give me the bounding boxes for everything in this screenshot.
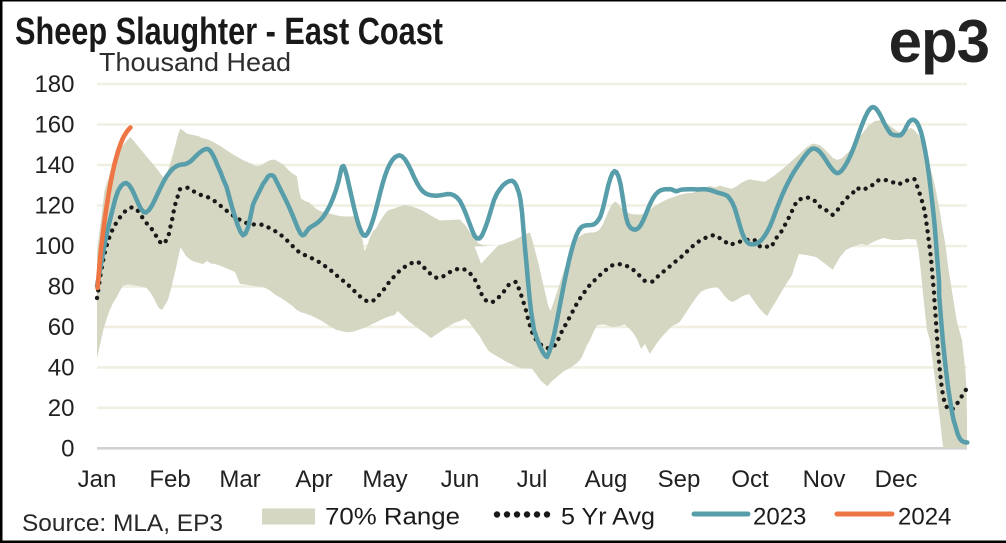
svg-text:180: 180 [34, 71, 74, 98]
svg-text:Apr: Apr [295, 466, 332, 493]
svg-text:120: 120 [34, 193, 74, 220]
svg-text:70% Range: 70% Range [325, 504, 460, 531]
svg-text:140: 140 [34, 152, 74, 179]
svg-text:100: 100 [34, 233, 74, 260]
svg-text:2024: 2024 [898, 504, 951, 531]
svg-text:Nov: Nov [803, 466, 846, 493]
svg-text:Jun: Jun [441, 466, 480, 493]
svg-text:Mar: Mar [219, 466, 260, 493]
svg-text:Sep: Sep [658, 466, 701, 493]
svg-text:Aug: Aug [585, 466, 628, 493]
svg-text:Jan: Jan [78, 466, 117, 493]
svg-text:ep3: ep3 [889, 8, 989, 75]
svg-text:160: 160 [34, 112, 74, 139]
svg-text:0: 0 [61, 435, 74, 462]
svg-text:Thousand Head: Thousand Head [99, 47, 291, 77]
svg-text:Sheep Slaughter - East Coast: Sheep Slaughter - East Coast [15, 11, 443, 53]
svg-text:Jul: Jul [517, 466, 548, 493]
svg-text:5 Yr Avg: 5 Yr Avg [561, 504, 655, 531]
svg-text:40: 40 [48, 354, 75, 381]
svg-text:2023: 2023 [753, 504, 806, 531]
svg-text:May: May [362, 466, 407, 493]
svg-text:60: 60 [48, 314, 75, 341]
svg-text:Source: MLA, EP3: Source: MLA, EP3 [22, 510, 223, 537]
svg-text:Feb: Feb [149, 466, 190, 493]
svg-text:20: 20 [48, 395, 75, 422]
svg-text:Oct: Oct [731, 466, 769, 493]
svg-text:Dec: Dec [875, 466, 918, 493]
svg-text:80: 80 [48, 273, 75, 300]
